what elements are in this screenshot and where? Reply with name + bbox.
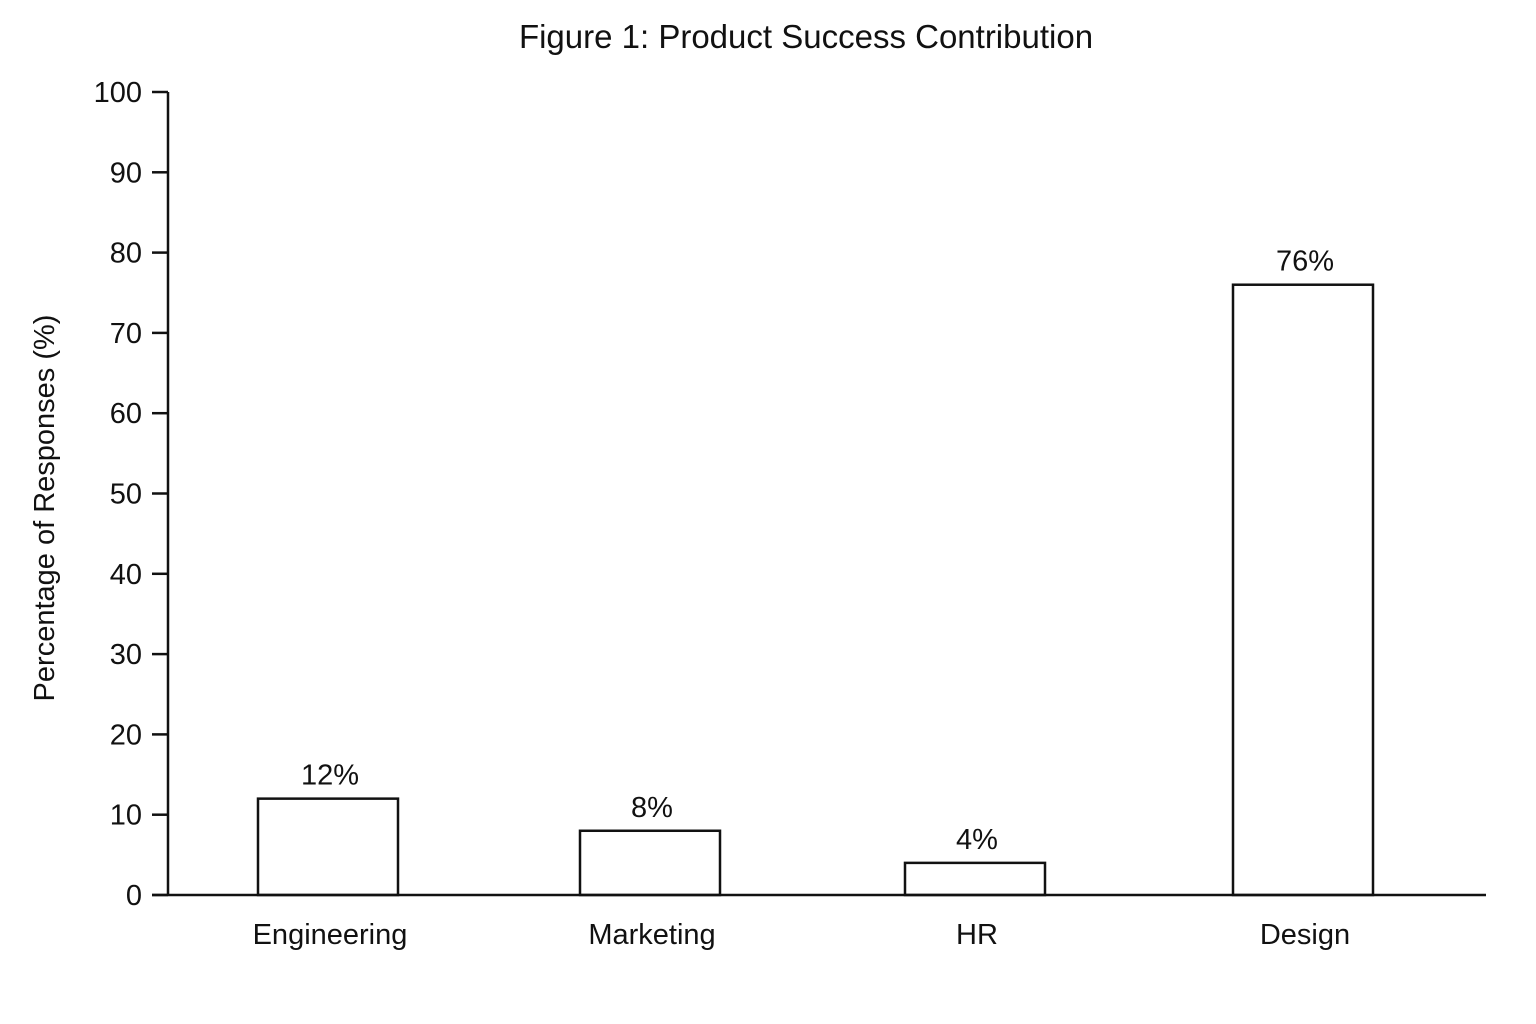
- y-tick-label: 10: [110, 800, 142, 832]
- y-tick-label: 30: [110, 639, 142, 671]
- value-label-hr: 4%: [956, 824, 998, 856]
- y-tick-label: 20: [110, 719, 142, 751]
- x-tick-label-design: Design: [1260, 919, 1350, 951]
- y-tick-label: 100: [94, 77, 142, 109]
- bar-marketing: [578, 829, 722, 897]
- bars: [256, 283, 1375, 897]
- x-tick-label-marketing: Marketing: [588, 919, 715, 951]
- x-tick-label-engineering: Engineering: [253, 919, 408, 951]
- y-axis-ticks: 0 10 20 30 40 50 60 70 80 90 100: [94, 77, 168, 912]
- chart-title: Figure 1: Product Success Contribution: [519, 18, 1093, 55]
- bar-engineering: [256, 797, 400, 897]
- x-axis-tick-labels: Engineering Marketing HR Design: [253, 919, 1351, 951]
- bar-hr: [903, 861, 1047, 897]
- value-labels: 12% 8% 4% 76%: [301, 246, 1334, 856]
- value-label-design: 76%: [1276, 246, 1334, 278]
- y-tick-label: 90: [110, 157, 142, 189]
- value-label-marketing: 8%: [631, 792, 673, 824]
- y-axis-label: Percentage of Responses (%): [29, 315, 61, 702]
- bar-design: [1231, 283, 1375, 897]
- value-label-engineering: 12%: [301, 760, 359, 792]
- y-tick-label: 60: [110, 398, 142, 430]
- y-tick-label: 50: [110, 479, 142, 511]
- y-tick-label: 0: [126, 880, 142, 912]
- y-tick-label: 40: [110, 559, 142, 591]
- x-tick-label-hr: HR: [956, 919, 998, 951]
- y-tick-label: 70: [110, 318, 142, 350]
- y-tick-label: 80: [110, 238, 142, 270]
